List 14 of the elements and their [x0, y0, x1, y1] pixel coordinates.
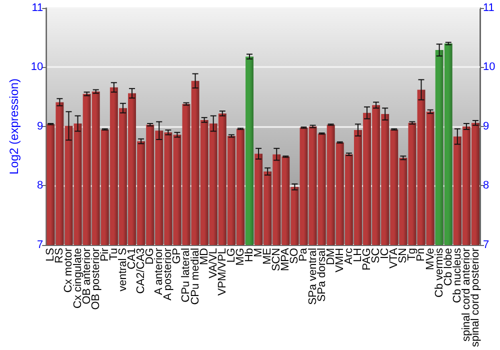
x-tick-label: Pa	[298, 247, 310, 262]
y-tick-label: 7	[37, 238, 44, 251]
y2-tick-label: 9	[483, 120, 490, 132]
y-axis-title: Log2 (expression)	[7, 78, 21, 175]
x-tick-label: A posterior	[162, 248, 174, 301]
y-tick-label: 11	[32, 2, 44, 14]
y2-tick-label: 11	[483, 2, 494, 14]
x-tick-label: CPu medial	[189, 248, 202, 305]
y-tick-label: 8	[37, 180, 44, 192]
y-tick-label: 10	[30, 61, 44, 74]
y2-tick-label: 10	[483, 61, 496, 74]
y-tick-label: 9	[37, 120, 44, 132]
y2-tick-label: 8	[483, 180, 490, 192]
y2-tick-label: 7	[483, 238, 490, 251]
